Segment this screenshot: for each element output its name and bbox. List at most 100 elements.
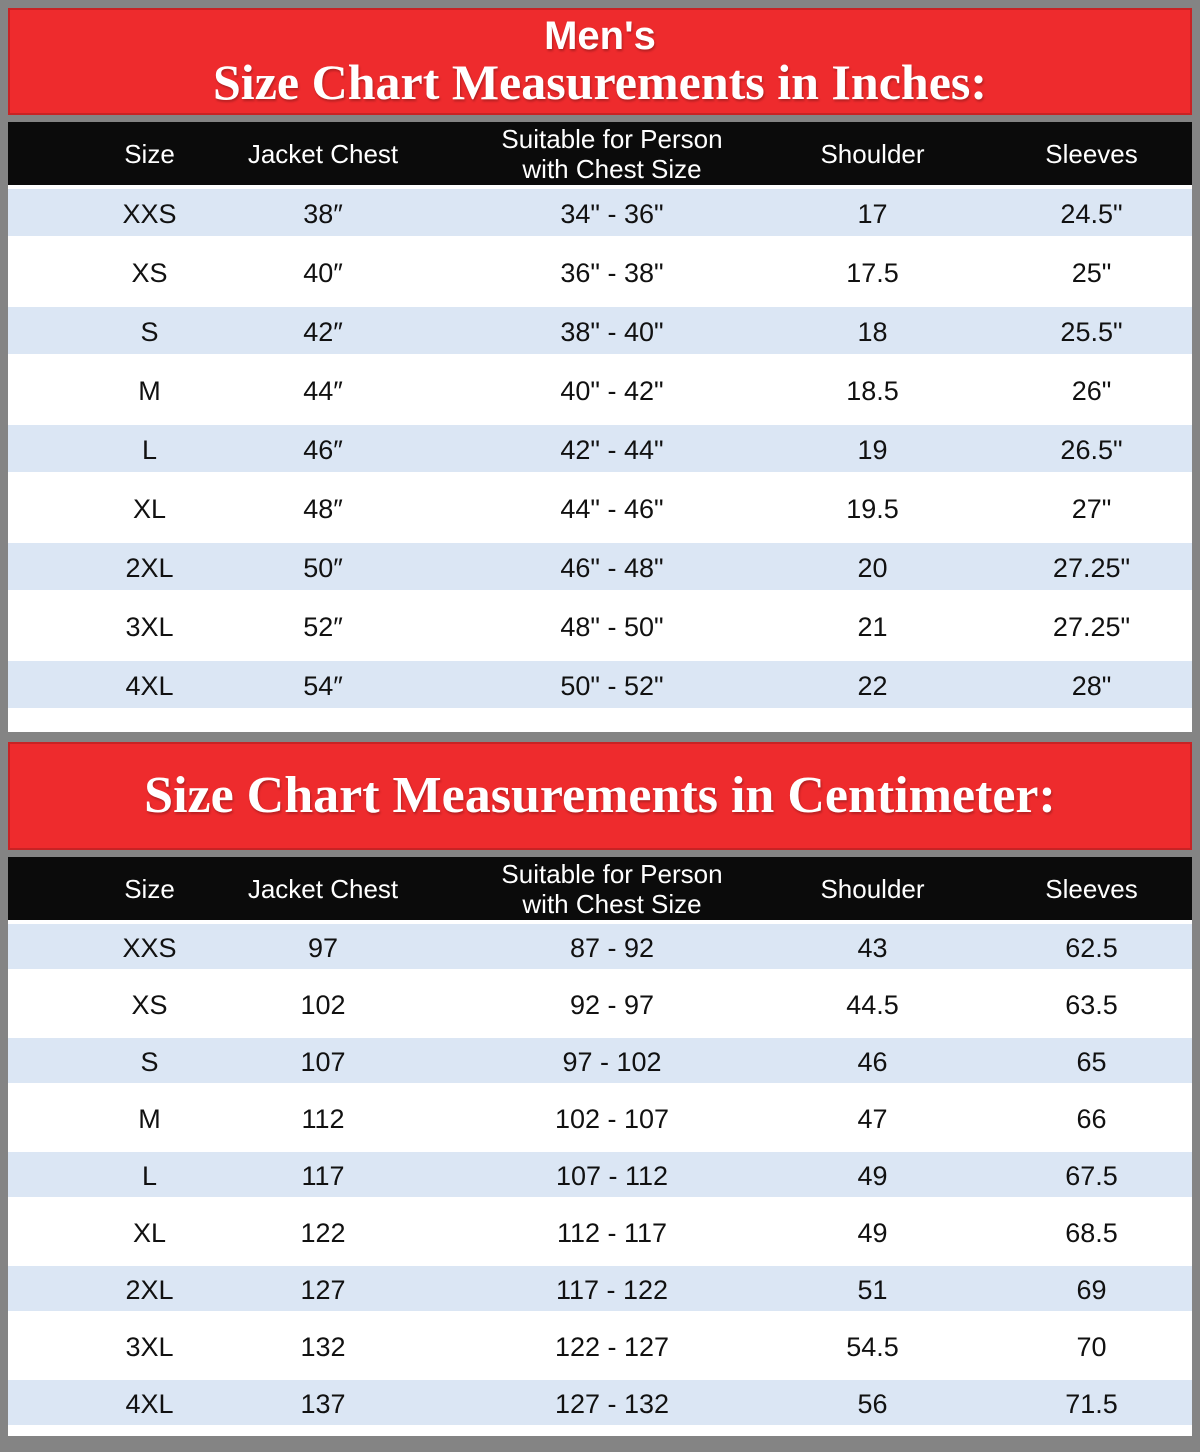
table-row-xl: XL 48″ 44" - 46" 19.5 27"	[8, 480, 1192, 539]
cell-suitable-chest: 34" - 36"	[467, 185, 742, 244]
cell-shoulder: 17	[742, 185, 982, 244]
cell-size: M	[138, 1104, 161, 1134]
cell-sleeves: 27.25"	[1052, 612, 1131, 642]
column-header-suitable-chest: Suitable for Person with Chest Size	[467, 857, 742, 920]
cell-sleeves: 26.5"	[982, 421, 1192, 480]
column-header-size: Size	[8, 122, 236, 185]
cell-shoulder: 49	[742, 1148, 982, 1205]
centimeter-header-row: Size Jacket Chest Suitable for Person wi…	[8, 857, 1192, 920]
inches-banner: Men's Size Chart Measurements in Inches:	[8, 8, 1192, 115]
cell-size: 3XL	[125, 1332, 174, 1362]
cell-jacket-chest: 54″	[236, 657, 467, 716]
cell-suitable-chest: 127 - 132	[467, 1376, 742, 1433]
cell-shoulder: 54.5	[846, 1332, 899, 1362]
inches-header-row: Size Jacket Chest Suitable for Person wi…	[8, 122, 1192, 185]
cell-shoulder: 21	[857, 612, 888, 642]
table-row-l: L 117 107 - 112 49 67.5	[8, 1148, 1192, 1205]
cell-suitable-chest: 122 - 127	[554, 1332, 670, 1362]
cell-shoulder: 18	[742, 303, 982, 362]
banner-mens-label: Men's	[544, 13, 656, 58]
cell-sleeves: 28"	[982, 657, 1192, 716]
cell-jacket-chest: 137	[236, 1376, 467, 1433]
cell-size: XS	[131, 258, 168, 288]
centimeter-banner: Size Chart Measurements in Centimeter:	[8, 742, 1192, 850]
cell-suitable-chest: 97 - 102	[467, 1034, 742, 1091]
cell-suitable-chest: 46" - 48"	[467, 539, 742, 598]
cell-shoulder: 44.5	[846, 990, 899, 1020]
cell-suitable-chest: 36" - 38"	[560, 258, 664, 288]
inches-table-container: Size Jacket Chest Suitable for Person wi…	[8, 122, 1192, 732]
cell-jacket-chest: 50″	[236, 539, 467, 598]
cell-sleeves: 68.5	[1065, 1218, 1118, 1248]
column-header-shoulder: Shoulder	[742, 857, 982, 920]
cell-jacket-chest: 48″	[303, 494, 343, 524]
cell-suitable-chest: 48" - 50"	[560, 612, 664, 642]
cell-jacket-chest: 102	[300, 990, 346, 1020]
cell-sleeves: 27.25"	[982, 539, 1192, 598]
table-row-3xl: 3XL 132 122 - 127 54.5 70	[8, 1319, 1192, 1376]
cell-suitable-chest: 107 - 112	[467, 1148, 742, 1205]
column-header-suitable-chest: Suitable for Person with Chest Size	[467, 122, 742, 185]
table-row-s: S 42″ 38" - 40" 18 25.5"	[8, 303, 1192, 362]
cell-size: 3XL	[125, 612, 174, 642]
table-row-xxs: XXS 38″ 34" - 36" 17 24.5"	[8, 185, 1192, 244]
cell-suitable-chest: 102 - 107	[554, 1104, 670, 1134]
cell-shoulder: 19.5	[846, 494, 899, 524]
cell-jacket-chest: 112	[301, 1104, 345, 1134]
cell-sleeves: 27"	[1071, 494, 1112, 524]
cell-shoulder: 17.5	[846, 258, 899, 288]
table-row-4xl: 4XL 54″ 50" - 52" 22 28"	[8, 657, 1192, 716]
cell-sleeves: 66	[1076, 1104, 1107, 1134]
table-row-m: M 112 102 - 107 47 66	[8, 1091, 1192, 1148]
cell-size: XL	[132, 494, 167, 524]
cell-suitable-chest: 42" - 44"	[467, 421, 742, 480]
cell-jacket-chest: 38″	[236, 185, 467, 244]
cell-sleeves: 26"	[1071, 376, 1112, 406]
cell-sleeves: 25"	[1071, 258, 1112, 288]
cell-size: XXS	[8, 920, 236, 977]
table-row-xs: XS 40″ 36" - 38" 17.5 25"	[8, 244, 1192, 303]
cell-size: S	[8, 1034, 236, 1091]
cell-size: XL	[132, 1218, 167, 1248]
centimeter-size-table: Size Jacket Chest Suitable for Person wi…	[8, 857, 1192, 1433]
cell-suitable-chest: 40" - 42"	[560, 376, 664, 406]
cell-shoulder: 22	[742, 657, 982, 716]
cell-jacket-chest: 42″	[236, 303, 467, 362]
banner-centimeter-title: Size Chart Measurements in Centimeter:	[144, 767, 1056, 824]
cell-jacket-chest: 52″	[303, 612, 343, 642]
column-header-size: Size	[8, 857, 236, 920]
cell-sleeves: 71.5	[982, 1376, 1192, 1433]
cell-jacket-chest: 97	[236, 920, 467, 977]
table-row-s: S 107 97 - 102 46 65	[8, 1034, 1192, 1091]
cell-shoulder: 18.5	[846, 376, 899, 406]
cell-suitable-chest: 117 - 122	[467, 1262, 742, 1319]
table-row-xs: XS 102 92 - 97 44.5 63.5	[8, 977, 1192, 1034]
table-row-xxs: XXS 97 87 - 92 43 62.5	[8, 920, 1192, 977]
table-row-l: L 46″ 42" - 44" 19 26.5"	[8, 421, 1192, 480]
cell-shoulder: 43	[742, 920, 982, 977]
cell-size: 2XL	[8, 539, 236, 598]
table-row-2xl: 2XL 50″ 46" - 48" 20 27.25"	[8, 539, 1192, 598]
cell-suitable-chest: 38" - 40"	[467, 303, 742, 362]
cell-size: 4XL	[8, 657, 236, 716]
cell-jacket-chest: 40″	[303, 258, 343, 288]
column-header-sleeves: Sleeves	[982, 857, 1192, 920]
cell-shoulder: 46	[742, 1034, 982, 1091]
cell-size: S	[8, 303, 236, 362]
cell-sleeves: 67.5	[982, 1148, 1192, 1205]
cell-sleeves: 62.5	[982, 920, 1192, 977]
column-header-sleeves: Sleeves	[982, 122, 1192, 185]
cell-sleeves: 25.5"	[982, 303, 1192, 362]
cell-shoulder: 20	[742, 539, 982, 598]
cell-suitable-chest: 92 - 97	[569, 990, 655, 1020]
cell-suitable-chest: 87 - 92	[467, 920, 742, 977]
column-header-shoulder: Shoulder	[742, 122, 982, 185]
table-row-m: M 44″ 40" - 42" 18.5 26"	[8, 362, 1192, 421]
cell-sleeves: 65	[982, 1034, 1192, 1091]
column-header-jacket-chest: Jacket Chest	[236, 857, 467, 920]
cell-shoulder: 19	[742, 421, 982, 480]
cell-jacket-chest: 122	[300, 1218, 346, 1248]
cell-jacket-chest: 44″	[303, 376, 343, 406]
cell-size: XXS	[8, 185, 236, 244]
